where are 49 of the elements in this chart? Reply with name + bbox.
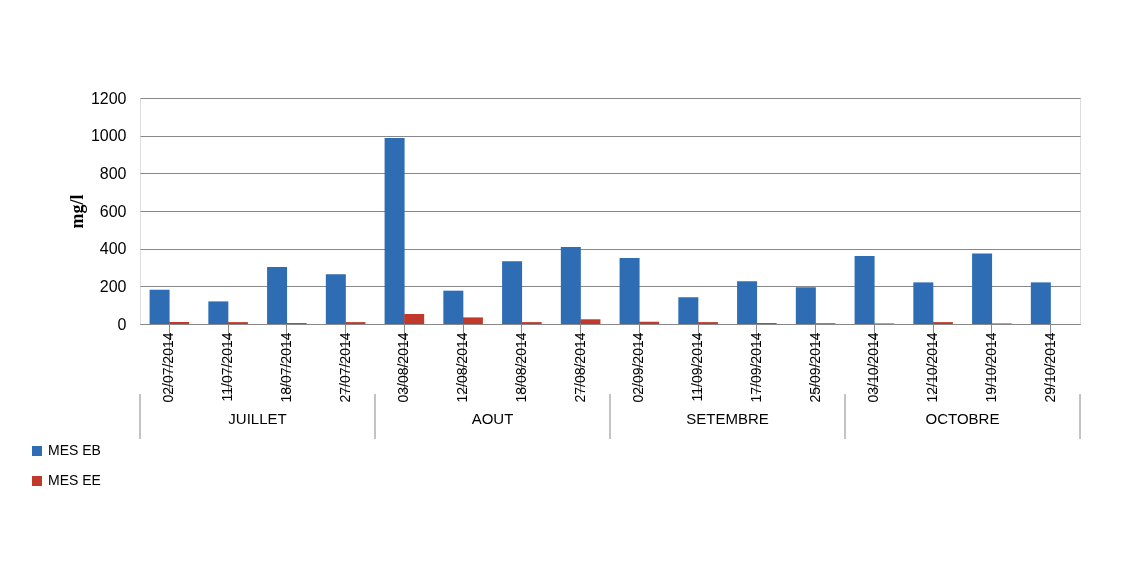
bar [854, 256, 875, 324]
x-tick-label: 02/09/2014 [630, 332, 647, 403]
x-tick-label: 18/07/2014 [277, 332, 294, 403]
bar [580, 319, 601, 324]
text: JUILLET [228, 410, 287, 427]
bar [502, 261, 523, 324]
y-tick-label: 1000 [90, 127, 127, 145]
bar [737, 281, 758, 324]
text: OCTOBRE [925, 410, 1000, 427]
text: AOUT [471, 410, 514, 427]
y-tick-label: 600 [99, 202, 127, 220]
bar [913, 282, 934, 324]
bar [462, 317, 483, 324]
x-tick-label: 02/07/2014 [160, 332, 177, 403]
x-tick-label: 19/10/2014 [982, 332, 999, 403]
y-tick-label: 0 [117, 315, 127, 333]
x-tick-label: 17/09/2014 [747, 332, 764, 403]
bar [208, 301, 229, 324]
x-tick-label: 11/09/2014 [689, 332, 706, 402]
x-tick-label: 29/10/2014 [1041, 332, 1058, 403]
x-tick-label: 12/10/2014 [924, 332, 941, 403]
x-tick-label: 18/08/2014 [512, 332, 529, 403]
x-tick-label: 03/08/2014 [395, 332, 412, 403]
bar [619, 258, 640, 324]
y-tick-label: 200 [99, 277, 127, 295]
y-axis-title: mg/l [66, 194, 87, 229]
text: SETEMBRE [686, 410, 769, 427]
bar [384, 137, 405, 324]
x-tick-label: 11/07/2014 [219, 332, 236, 402]
bar [1030, 282, 1051, 324]
x-tick-label: 12/08/2014 [454, 332, 471, 403]
legend-label: MES EB [48, 442, 101, 458]
bar [560, 246, 581, 324]
bar [325, 274, 346, 324]
bar [149, 289, 170, 324]
bar [678, 297, 699, 324]
x-tick-label: 27/07/2014 [336, 332, 353, 403]
bar [443, 290, 464, 324]
y-tick-label: 400 [99, 240, 127, 258]
legend-label: MES EE [48, 472, 101, 488]
bar [267, 266, 288, 324]
y-tick-label: 800 [99, 164, 127, 182]
x-tick-label: 03/10/2014 [865, 332, 882, 403]
x-tick-label: 25/09/2014 [806, 332, 823, 403]
bar [795, 287, 816, 324]
x-tick-label: 27/08/2014 [571, 332, 588, 403]
y-tick-label: 1200 [90, 89, 127, 107]
bar [404, 314, 425, 324]
bar [972, 253, 993, 324]
